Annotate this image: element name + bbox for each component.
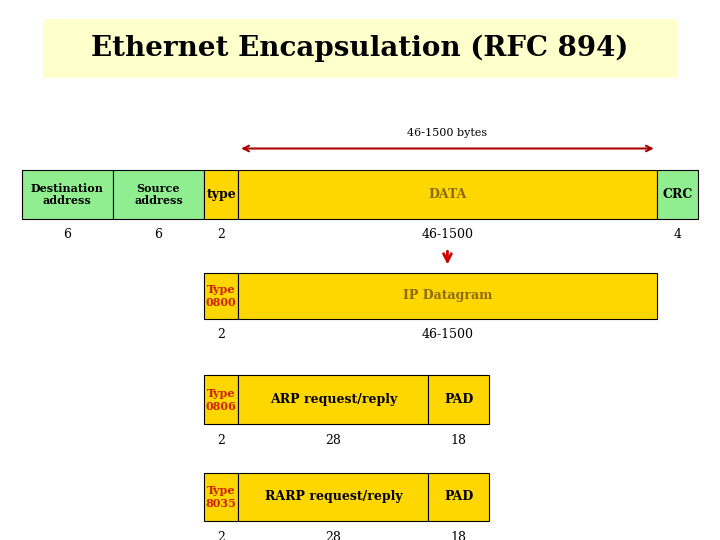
FancyBboxPatch shape <box>657 170 698 219</box>
Text: PAD: PAD <box>444 490 474 503</box>
FancyBboxPatch shape <box>204 375 238 424</box>
FancyBboxPatch shape <box>428 472 490 521</box>
Text: 2: 2 <box>217 531 225 540</box>
FancyBboxPatch shape <box>204 170 238 219</box>
Text: Ethernet Encapsulation (RFC 894): Ethernet Encapsulation (RFC 894) <box>91 35 629 62</box>
Text: CRC: CRC <box>662 188 693 201</box>
Text: 2: 2 <box>217 228 225 241</box>
Text: PAD: PAD <box>444 393 474 406</box>
Text: 28: 28 <box>325 531 341 540</box>
Text: DATA: DATA <box>428 188 467 201</box>
Text: ARP request/reply: ARP request/reply <box>270 393 397 406</box>
FancyBboxPatch shape <box>22 170 113 219</box>
Text: Destination
address: Destination address <box>31 183 104 206</box>
Text: 4: 4 <box>673 228 682 241</box>
Text: 18: 18 <box>451 434 467 447</box>
Text: 2: 2 <box>217 328 225 341</box>
FancyBboxPatch shape <box>238 170 657 219</box>
Text: Source
address: Source address <box>134 183 183 206</box>
Text: 6: 6 <box>63 228 71 241</box>
Text: 46-1500: 46-1500 <box>421 228 474 241</box>
FancyBboxPatch shape <box>113 170 204 219</box>
Text: 46-1500 bytes: 46-1500 bytes <box>408 127 487 138</box>
Text: 28: 28 <box>325 434 341 447</box>
Text: type: type <box>207 188 236 201</box>
FancyBboxPatch shape <box>43 19 677 78</box>
FancyBboxPatch shape <box>204 273 238 319</box>
Text: 2: 2 <box>217 434 225 447</box>
Text: 6: 6 <box>155 228 163 241</box>
FancyBboxPatch shape <box>238 472 428 521</box>
Text: 46-1500: 46-1500 <box>421 328 474 341</box>
FancyBboxPatch shape <box>238 375 428 424</box>
Text: IP Datagram: IP Datagram <box>402 289 492 302</box>
Text: Type
8035: Type 8035 <box>206 485 237 509</box>
Text: Type
0800: Type 0800 <box>206 284 237 308</box>
FancyBboxPatch shape <box>204 472 238 521</box>
Text: RARP request/reply: RARP request/reply <box>264 490 402 503</box>
Text: 18: 18 <box>451 531 467 540</box>
FancyBboxPatch shape <box>238 273 657 319</box>
FancyBboxPatch shape <box>428 375 490 424</box>
Text: Type
0806: Type 0806 <box>206 388 237 411</box>
